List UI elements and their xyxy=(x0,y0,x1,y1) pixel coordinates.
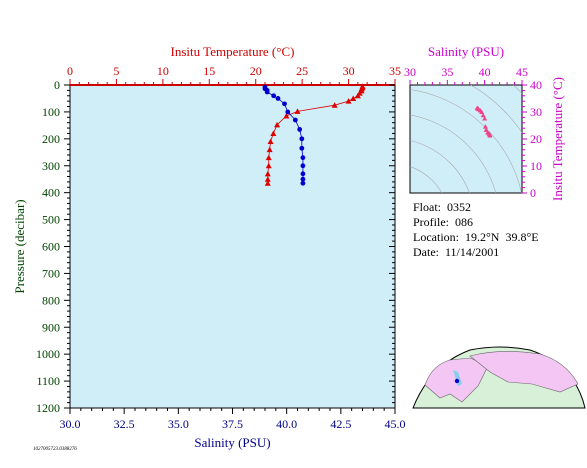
date-label: Date: 11/14/2001 xyxy=(413,245,500,259)
ts-y-tick-label: 10 xyxy=(530,159,542,173)
y-axis-tick-label: 900 xyxy=(42,320,60,334)
bottom-axis-tick-label: 42.5 xyxy=(330,417,351,431)
temperature-point xyxy=(265,154,272,161)
bottom-axis-tick-label: 30.0 xyxy=(60,417,81,431)
temperature-point xyxy=(350,95,357,101)
y-axis-tick-label: 0 xyxy=(54,78,60,92)
salinity-point xyxy=(297,127,303,132)
salinity-point xyxy=(275,96,281,101)
ts-point xyxy=(482,115,488,121)
y-axis-tick-label: 800 xyxy=(42,293,60,307)
top-axis-tick-label: 15 xyxy=(203,64,215,78)
salinity-point xyxy=(264,89,270,95)
y-axis-tick-label: 500 xyxy=(42,213,60,227)
ts-x-tick-label: 40 xyxy=(479,65,491,79)
temperature-point xyxy=(283,112,290,119)
top-axis-tick-label: 30 xyxy=(343,64,355,78)
ts-point xyxy=(482,124,488,129)
salinity-point xyxy=(299,136,305,142)
ts-x-tick-label: 30 xyxy=(404,65,416,79)
location-label: Location: 19.2°N 39.8°E xyxy=(413,230,539,244)
salinity-point xyxy=(285,109,291,115)
ts-y-tick-label: 30 xyxy=(530,105,542,119)
temperature-point xyxy=(267,138,274,145)
temperature-point xyxy=(294,108,301,114)
y-axis-tick-label: 600 xyxy=(42,240,60,254)
top-axis-tick-label: 25 xyxy=(296,64,308,78)
salinity-point xyxy=(300,163,306,169)
temperature-point xyxy=(331,102,338,108)
y-axis-tick-label: 300 xyxy=(42,159,60,173)
ts-point xyxy=(487,132,493,138)
top-axis-tick-label: 10 xyxy=(157,64,169,78)
profile-label: Profile: 086 xyxy=(413,215,473,229)
ts-y-tick-label: 20 xyxy=(530,132,542,146)
y-axis-title: Pressure (decibar) xyxy=(12,199,27,293)
top-axis-tick-label: 20 xyxy=(250,64,262,78)
bottom-axis-tick-label: 40.0 xyxy=(276,417,297,431)
map-landmass-asia xyxy=(469,351,579,393)
temperature-point xyxy=(345,98,352,104)
bottom-axis-tick-label: 35.0 xyxy=(168,417,189,431)
salinity-point xyxy=(300,176,306,182)
temperature-point xyxy=(266,146,273,153)
top-axis-tick-label: 5 xyxy=(113,64,119,78)
y-axis-tick-label: 700 xyxy=(42,266,60,280)
temperature-point xyxy=(264,176,271,182)
top-axis-tick-label: 0 xyxy=(67,64,73,78)
y-axis-tick-label: 1200 xyxy=(36,401,60,415)
top-axis-title: Insitu Temperature (°C) xyxy=(171,44,295,59)
ts-x-title: Salinity (PSU) xyxy=(428,44,504,59)
temperature-point xyxy=(270,130,277,136)
float-label: Float: 0352 xyxy=(413,200,472,214)
bottom-axis-title: Salinity (PSU) xyxy=(194,435,270,450)
y-axis-tick-label: 400 xyxy=(42,186,60,200)
ts-y-title: Insitu Temperature (°C) xyxy=(550,77,565,201)
temperature-point xyxy=(264,180,271,186)
bottom-axis-tick-label: 45.0 xyxy=(385,417,406,431)
y-axis-tick-label: 1100 xyxy=(36,374,60,388)
top-axis-tick-label: 35 xyxy=(389,64,401,78)
temperature-point xyxy=(265,162,272,169)
y-axis-tick-label: 1000 xyxy=(36,347,60,361)
main-plot-area xyxy=(69,84,396,409)
salinity-point xyxy=(271,93,277,99)
ts-x-tick-label: 45 xyxy=(516,65,528,79)
float-location-marker xyxy=(454,378,460,384)
salinity-point xyxy=(300,155,306,161)
bottom-axis-tick-label: 32.5 xyxy=(114,417,135,431)
y-axis-tick-label: 200 xyxy=(42,132,60,146)
salinity-point xyxy=(300,171,306,177)
ts-y-tick-label: 40 xyxy=(530,78,542,92)
salinity-point xyxy=(299,145,305,151)
salinity-point xyxy=(282,101,287,107)
ts-plot-area xyxy=(409,84,523,194)
footer-id: 1027005723.0388276 xyxy=(33,447,77,452)
ts-y-tick-label: 0 xyxy=(530,186,536,200)
ts-point xyxy=(480,112,486,118)
temperature-point xyxy=(354,92,361,99)
ts-x-tick-label: 35 xyxy=(441,65,453,79)
bottom-axis-tick-label: 37.5 xyxy=(222,417,243,431)
salinity-point xyxy=(300,180,306,186)
temperature-point xyxy=(274,121,281,128)
salinity-point xyxy=(292,117,298,123)
map-red-sea xyxy=(453,370,462,386)
temperature-point xyxy=(264,170,271,177)
y-axis-tick-label: 100 xyxy=(42,105,60,119)
ts-point xyxy=(479,109,485,114)
